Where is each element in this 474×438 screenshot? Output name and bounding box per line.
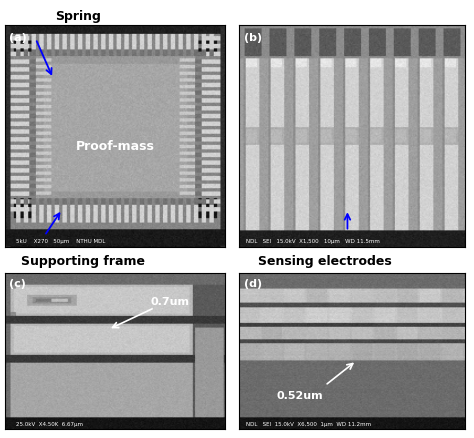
Text: NDL   SEI   15.0kV  X1,500   10μm   WD 11.5mm: NDL SEI 15.0kV X1,500 10μm WD 11.5mm xyxy=(246,238,380,243)
Text: Sensing electrodes: Sensing electrodes xyxy=(258,255,392,268)
Text: (a): (a) xyxy=(9,33,27,43)
Text: Proof-mass: Proof-mass xyxy=(75,139,155,152)
Text: 25.0kV  X4.50K  6.67μm: 25.0kV X4.50K 6.67μm xyxy=(16,421,83,426)
Text: (d): (d) xyxy=(244,279,262,288)
Text: NDL   SEI  15.0kV  X6,500  1μm  WD 11.2mm: NDL SEI 15.0kV X6,500 1μm WD 11.2mm xyxy=(246,421,371,426)
Text: Supporting frame: Supporting frame xyxy=(21,255,145,268)
Text: 0.52um: 0.52um xyxy=(277,390,323,400)
Text: (c): (c) xyxy=(9,279,26,288)
Text: Spring: Spring xyxy=(55,10,101,23)
Text: 0.7um: 0.7um xyxy=(151,297,190,307)
Text: (b): (b) xyxy=(244,33,262,43)
Text: 5kU    X270   50μm    NTHU MDL: 5kU X270 50μm NTHU MDL xyxy=(16,238,105,243)
